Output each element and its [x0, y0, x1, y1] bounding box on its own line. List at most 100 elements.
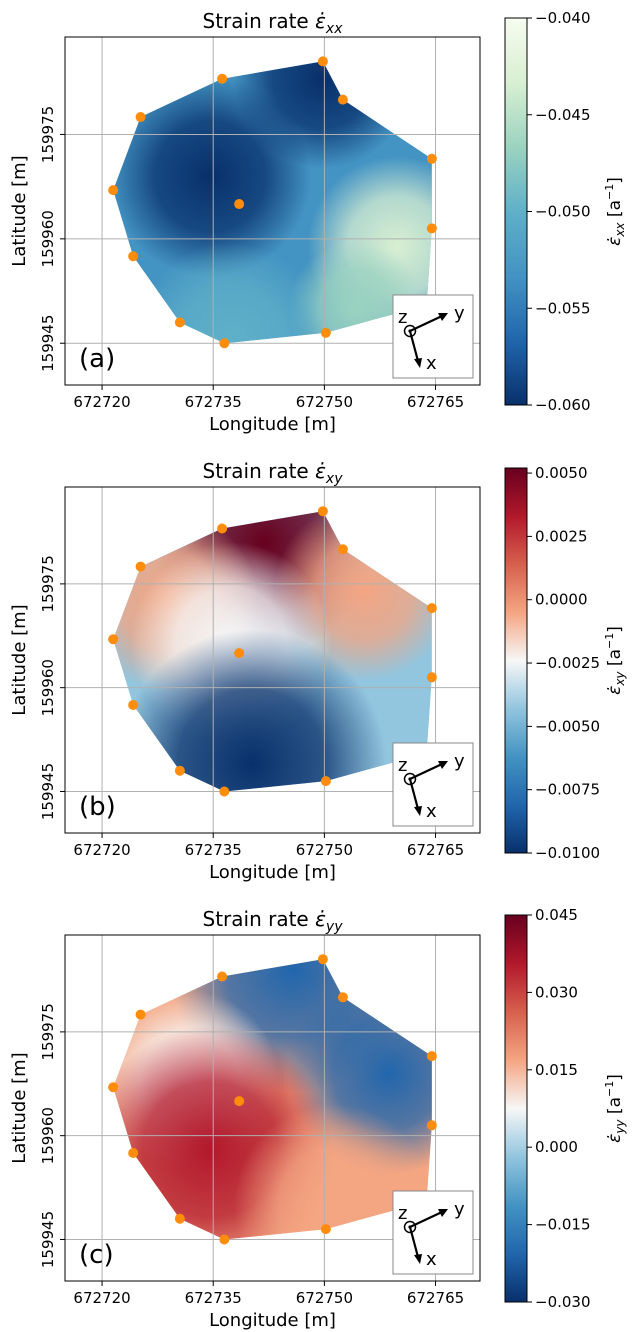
y-tick-label: 159945: [39, 315, 57, 372]
station-marker: [128, 699, 139, 710]
y-tick-label: 159945: [39, 1211, 57, 1268]
x-axis-arrow: [408, 778, 420, 810]
y-axis-arrow: [409, 763, 443, 780]
y-tick-label: 159975: [39, 106, 57, 163]
axes-frame: [64, 934, 481, 1282]
panel-label: (a): [79, 344, 115, 374]
x-axis-arrow: [408, 330, 420, 362]
y-arrow-head: [438, 313, 448, 321]
colorbar-tick-label: 0.045: [535, 906, 578, 924]
colorbar-label-unit: [a: [605, 200, 625, 222]
station-marker: [108, 634, 119, 645]
colorbar-tick-label: −0.050: [535, 203, 591, 221]
colorbar-label-exponent: −1: [603, 633, 616, 649]
axes-frame: [64, 486, 481, 834]
station-marker: [219, 1234, 230, 1245]
colorbar-tick-label: −0.030: [535, 1293, 591, 1311]
coordinate-inset: [392, 1190, 474, 1275]
station-marker: [219, 338, 230, 349]
colorbar-tick-label: 0.015: [535, 1061, 578, 1079]
station-marker: [426, 603, 437, 614]
colorbar-label-close: ]: [605, 626, 625, 633]
y-tick-label: 159960: [39, 210, 57, 267]
title-symbol: ε̇: [315, 907, 326, 931]
inset-z-label: z: [398, 307, 407, 328]
station-marker: [426, 153, 437, 164]
colorbar: [504, 914, 528, 1303]
station-marker: [320, 327, 331, 338]
station-marker: [174, 765, 185, 776]
y-axis-label: Latitude [m]: [9, 155, 30, 266]
station-marker: [217, 73, 228, 84]
x-tick-label: 672765: [407, 393, 464, 411]
station-marker: [426, 1120, 437, 1131]
x-tick-label: 672750: [296, 393, 353, 411]
panel-title: Strain rate ε̇xx: [203, 9, 344, 37]
x-axis-label: Longitude [m]: [209, 862, 336, 883]
y-tick-label: 159960: [39, 659, 57, 716]
station-marker: [219, 786, 230, 797]
station-marker: [135, 1009, 146, 1020]
colorbar-label: ε̇yy [a−1]: [603, 1074, 627, 1143]
inset-z-label: z: [398, 1203, 407, 1224]
colorbar-tick-label: −0.055: [535, 299, 591, 317]
inset-z-label: z: [398, 755, 407, 776]
inset-x-label: x: [426, 353, 437, 374]
colorbar-tick-label: −0.015: [535, 1216, 591, 1234]
x-tick-label: 672735: [185, 1289, 242, 1307]
station-marker: [234, 648, 245, 659]
x-tick-label: 672750: [296, 841, 353, 859]
panel-title: Strain rate ε̇yy: [203, 907, 344, 935]
colorbar-tick-label: 0.0000: [535, 591, 588, 609]
y-tick-label: 159975: [39, 555, 57, 612]
colorbar-tick-label: 0.0050: [535, 464, 588, 482]
title-symbol: ε̇: [315, 9, 326, 33]
station-marker: [128, 251, 139, 262]
colorbar: [504, 467, 528, 854]
colorbar-label-subscript: xy: [613, 671, 627, 687]
colorbar-label-symbol: ε̇: [605, 237, 625, 246]
title-text: Strain rate: [203, 907, 316, 931]
title-subscript: xy: [325, 471, 343, 487]
station-marker: [317, 56, 328, 67]
x-tick-label: 672720: [73, 393, 130, 411]
colorbar-label: ε̇xy [a−1]: [603, 626, 627, 695]
title-text: Strain rate: [203, 459, 316, 483]
station-marker: [174, 1213, 185, 1224]
colorbar-label-close: ]: [605, 1074, 625, 1081]
y-axis-arrow: [409, 315, 443, 332]
axes-frame: [64, 36, 481, 386]
inset-y-label: y: [454, 751, 465, 772]
field-blob: [117, 629, 387, 792]
station-marker: [337, 94, 348, 105]
station-marker: [234, 199, 245, 210]
station-marker: [217, 971, 228, 982]
colorbar-tick-label: −0.060: [535, 396, 591, 414]
colorbar-tick-label: −0.045: [535, 106, 591, 124]
colorbar-tick-label: −0.0025: [535, 654, 600, 672]
station-marker: [234, 1096, 245, 1107]
inset-y-label: y: [454, 1199, 465, 1220]
station-marker: [108, 1082, 119, 1093]
x-axis-label: Longitude [m]: [209, 1310, 336, 1331]
y-axis-label: Latitude [m]: [9, 1052, 30, 1163]
title-subscript: xx: [325, 21, 343, 37]
x-arrow-head: [414, 806, 422, 816]
colorbar-tick-label: −0.0100: [535, 844, 600, 862]
station-marker: [317, 954, 328, 965]
y-axis-label: Latitude [m]: [9, 604, 30, 715]
colorbar-tick-label: 0.0025: [535, 527, 588, 545]
x-tick-label: 672750: [296, 1289, 353, 1307]
y-tick-label: 159960: [39, 1107, 57, 1164]
colorbar-tick-label: −0.0075: [535, 781, 600, 799]
y-tick-label: 159975: [39, 1003, 57, 1060]
x-axis-arrow: [408, 1226, 420, 1258]
x-arrow-head: [414, 1254, 422, 1264]
field-blob: [233, 1104, 432, 1240]
x-tick-label: 672735: [185, 393, 242, 411]
station-marker: [128, 1147, 139, 1158]
title-text: Strain rate: [203, 9, 316, 33]
x-axis-label: Longitude [m]: [209, 414, 336, 435]
